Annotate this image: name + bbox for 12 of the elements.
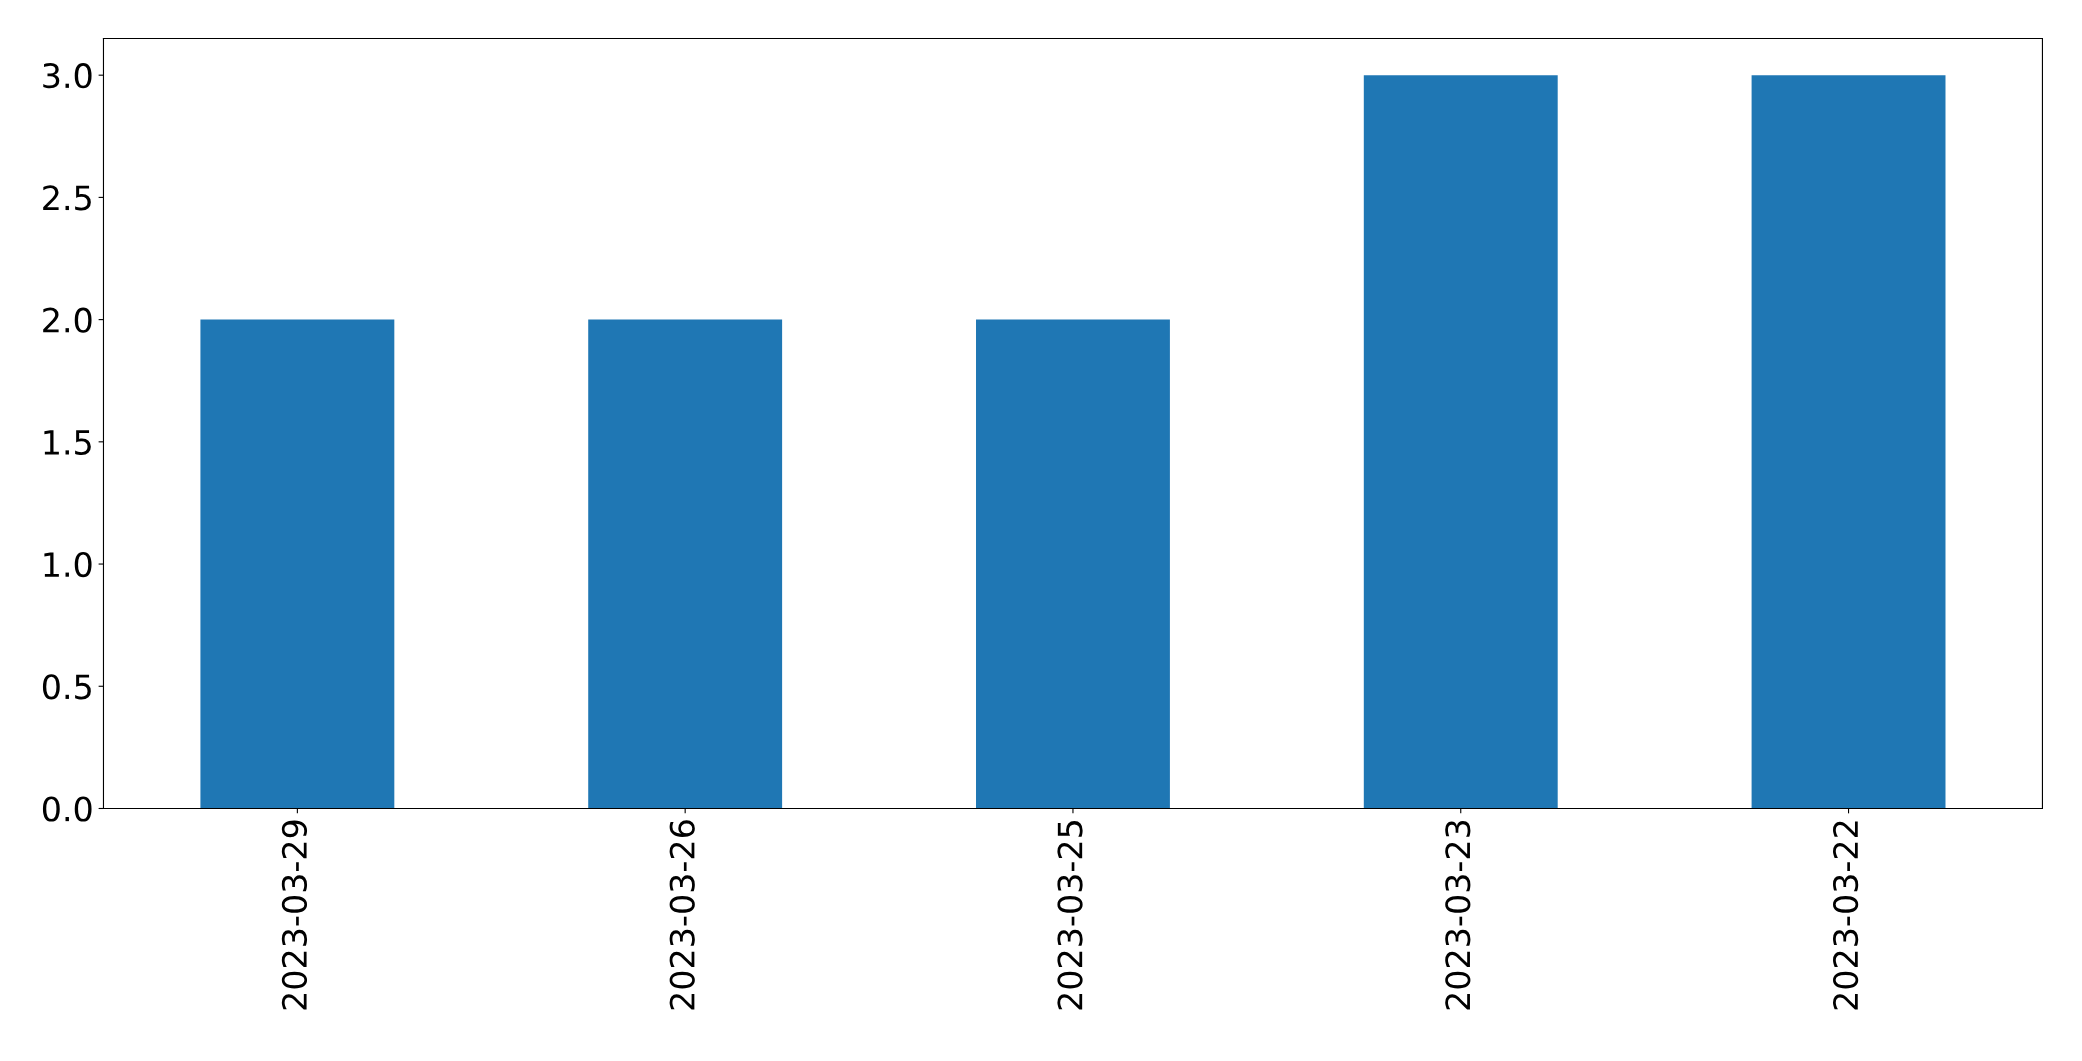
y-tick-label: 2.5 <box>43 185 91 211</box>
x-tick-label: 2023-03-25 <box>1057 821 1083 1010</box>
y-tick-label: 0.5 <box>42 674 91 700</box>
y-tick-label: 1.5 <box>44 430 91 455</box>
y-tick-label: 0.0 <box>42 796 92 822</box>
x-tick-label: 2023-03-23 <box>1445 820 1471 1010</box>
y-tick-label: 2.0 <box>43 307 92 333</box>
y-tick-label: 3.0 <box>43 63 92 89</box>
x-tick-label: 2023-03-22 <box>1833 821 1859 1010</box>
x-tick-label: 2023-03-29 <box>281 820 308 1010</box>
x-tick-label: 2023-03-26 <box>669 820 695 1010</box>
y-tick-label: 1.0 <box>44 551 92 578</box>
